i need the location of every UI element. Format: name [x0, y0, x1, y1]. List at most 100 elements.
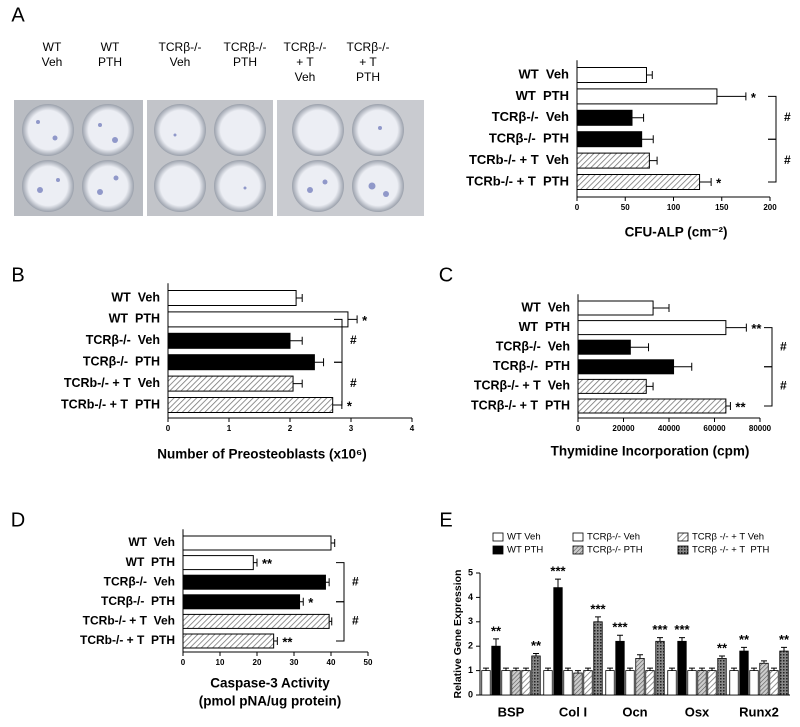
- error-bar: [347, 315, 358, 324]
- x-axis-label: Caspase-3 Activity: [210, 676, 330, 691]
- bar: [697, 670, 707, 696]
- photo-label: TCRβ-/-: [224, 40, 267, 54]
- bar: [576, 174, 701, 190]
- error-bar: [503, 667, 509, 671]
- error-bar: [725, 323, 747, 332]
- error-bar: [761, 660, 767, 664]
- error-bar: [673, 362, 693, 371]
- category-label: WT PTH: [516, 88, 569, 103]
- error-bar: [585, 667, 591, 671]
- error-bar: [719, 655, 725, 659]
- category-label: WT Veh: [518, 66, 569, 81]
- significance: **: [717, 640, 728, 655]
- legend-swatch: [492, 545, 504, 555]
- bracket-label: #: [784, 153, 791, 167]
- error-bar: [607, 667, 613, 671]
- error-bar: [627, 667, 633, 671]
- bar: [576, 131, 643, 148]
- bracket: [336, 562, 345, 603]
- bar: [553, 587, 563, 696]
- error-bar: [657, 637, 663, 642]
- bracket-label: #: [350, 333, 357, 347]
- error-bar: [545, 667, 551, 671]
- significance: **: [779, 632, 790, 647]
- category-label: TCRβ-/- PTH: [489, 131, 569, 146]
- bracket-label: #: [352, 614, 359, 628]
- significance: ***: [550, 564, 566, 579]
- significance: **: [739, 632, 750, 647]
- bracket: [334, 361, 343, 406]
- panel-letter: A: [11, 4, 25, 26]
- photo-label: TCRβ-/-: [159, 40, 202, 54]
- x-tick-label: 30: [290, 658, 299, 667]
- bar: [576, 88, 718, 105]
- significance: **: [491, 623, 502, 638]
- error-bar: [709, 667, 715, 671]
- x-tick-label: 50: [621, 203, 630, 212]
- category-label: TCRβ-/- + T Veh: [474, 379, 570, 393]
- legend-swatch: [572, 532, 584, 542]
- bracket: [764, 366, 773, 407]
- bracket: [768, 95, 777, 140]
- significance: ***: [612, 620, 628, 635]
- category-label: TCRb-/- + T PTH: [61, 397, 160, 411]
- bar: [687, 670, 697, 696]
- bar: [749, 670, 759, 696]
- category-label: WT Veh: [111, 290, 160, 304]
- legend-label: TCRβ-/- Veh: [587, 532, 640, 543]
- error-bar: [741, 646, 747, 652]
- bar: [769, 670, 779, 696]
- category-label: TCRb-/- + T Veh: [64, 376, 160, 390]
- error-bar: [699, 667, 705, 671]
- category-label: TCRβ-/- PTH: [101, 594, 175, 608]
- error-bar: [493, 638, 499, 647]
- x-axis-label: (pmol pNA/ug protein): [199, 694, 341, 709]
- error-bar: [731, 667, 737, 671]
- significance: ***: [590, 601, 606, 616]
- error-bar: [575, 670, 581, 674]
- bar: [491, 645, 501, 696]
- error-bar: [637, 654, 643, 659]
- error-bar: [632, 113, 645, 122]
- plate-photos: [14, 100, 424, 216]
- photo-label: TCRβ-/-: [347, 40, 390, 54]
- significance: ***: [674, 622, 690, 637]
- bar: [167, 332, 291, 349]
- bar: [577, 300, 654, 316]
- legend-swatch: [677, 532, 689, 542]
- error-bar: [646, 382, 654, 391]
- significance: *: [308, 595, 314, 610]
- bar: [625, 670, 635, 696]
- error-bar: [273, 637, 278, 645]
- error-bar: [653, 304, 670, 312]
- bracket-label: #: [350, 376, 357, 390]
- x-tick-label: 20: [253, 658, 262, 667]
- photo-label: Veh: [295, 70, 316, 84]
- bar: [759, 662, 769, 696]
- legend-swatch: [492, 532, 504, 542]
- bar: [577, 398, 727, 414]
- x-tick-label: 150: [715, 203, 729, 212]
- y-tick-label: 4: [468, 592, 473, 602]
- significance: *: [751, 90, 757, 105]
- y-tick-label: 0: [468, 689, 473, 699]
- error-bar: [751, 667, 757, 671]
- x-tick-label: 100: [667, 203, 681, 212]
- error-bar: [689, 667, 695, 671]
- x-tick-label: 10: [216, 658, 225, 667]
- bar: [167, 311, 349, 328]
- bar: [521, 670, 531, 696]
- category-label: WT Veh: [128, 535, 175, 549]
- category-label: TCRβ-/- + T PTH: [471, 398, 570, 412]
- bar: [531, 655, 541, 696]
- significance: *: [716, 175, 722, 190]
- error-bar: [296, 294, 303, 302]
- bracket-label: #: [780, 339, 787, 353]
- bar: [167, 354, 315, 371]
- x-tick-label: BSP: [498, 704, 525, 719]
- bar: [182, 633, 275, 649]
- category-label: TCRβ-/- PTH: [493, 359, 570, 373]
- x-tick-label: 0: [181, 658, 186, 667]
